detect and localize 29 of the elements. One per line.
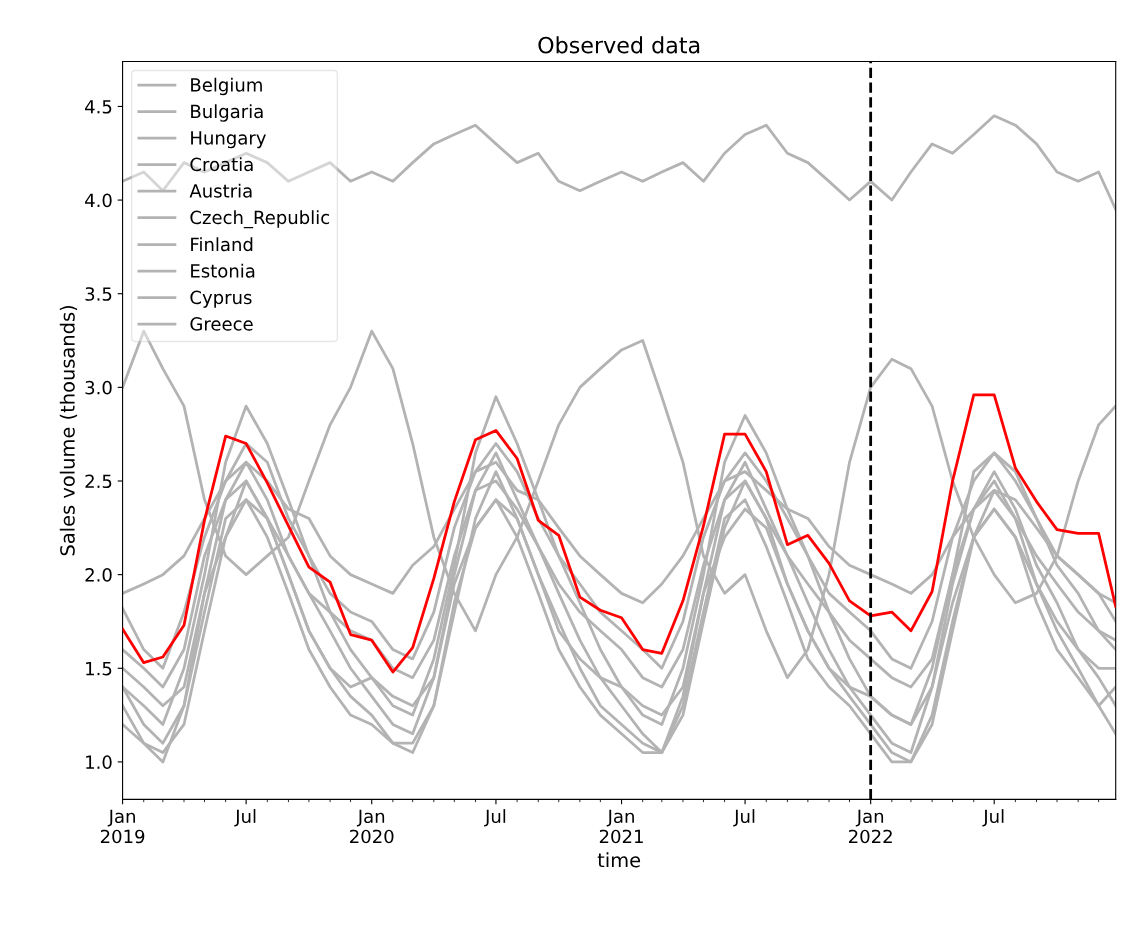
legend-label: Croatia <box>190 157 253 172</box>
legend-label: Belgium <box>191 77 262 96</box>
x-axis-title: time <box>597 852 641 868</box>
y-tick-label: 3.0 <box>85 380 112 395</box>
chart-title: Observed data <box>538 36 700 54</box>
legend-label: Cyprus <box>190 290 252 308</box>
y-tick-label: 1.5 <box>86 661 112 676</box>
x-tick-label: Jan 2019 <box>100 809 145 844</box>
y-tick-label: 1.0 <box>86 755 112 770</box>
y-axis-title: Sales volume (thousands) <box>59 305 78 556</box>
legend-label: Austria <box>189 183 252 198</box>
legend-label: Hungary <box>191 131 266 149</box>
x-tick-label: Jul <box>733 809 755 827</box>
legend-label: Czech_Republic <box>190 210 330 229</box>
legend-label: Estonia <box>191 263 255 278</box>
legend-label: Finland <box>191 237 253 252</box>
legend-label: Greece <box>190 317 253 331</box>
x-tick-label: Jan 2022 <box>849 809 892 844</box>
x-tick-label: Jan 2021 <box>599 809 643 844</box>
y-tick-label: 2.0 <box>85 568 112 582</box>
y-tick-label: 4.5 <box>85 100 112 114</box>
y-tick-label: 3.5 <box>85 287 112 301</box>
legend-label: Bulgaria <box>191 104 263 122</box>
y-tick-label: 4.0 <box>85 193 112 208</box>
x-tick-label: Jul <box>484 809 506 827</box>
x-tick-label: Jul <box>234 809 256 827</box>
y-tick-label: 2.5 <box>85 474 112 489</box>
x-tick-label: Jul <box>982 809 1004 827</box>
x-tick-label: Jan 2020 <box>350 809 394 844</box>
